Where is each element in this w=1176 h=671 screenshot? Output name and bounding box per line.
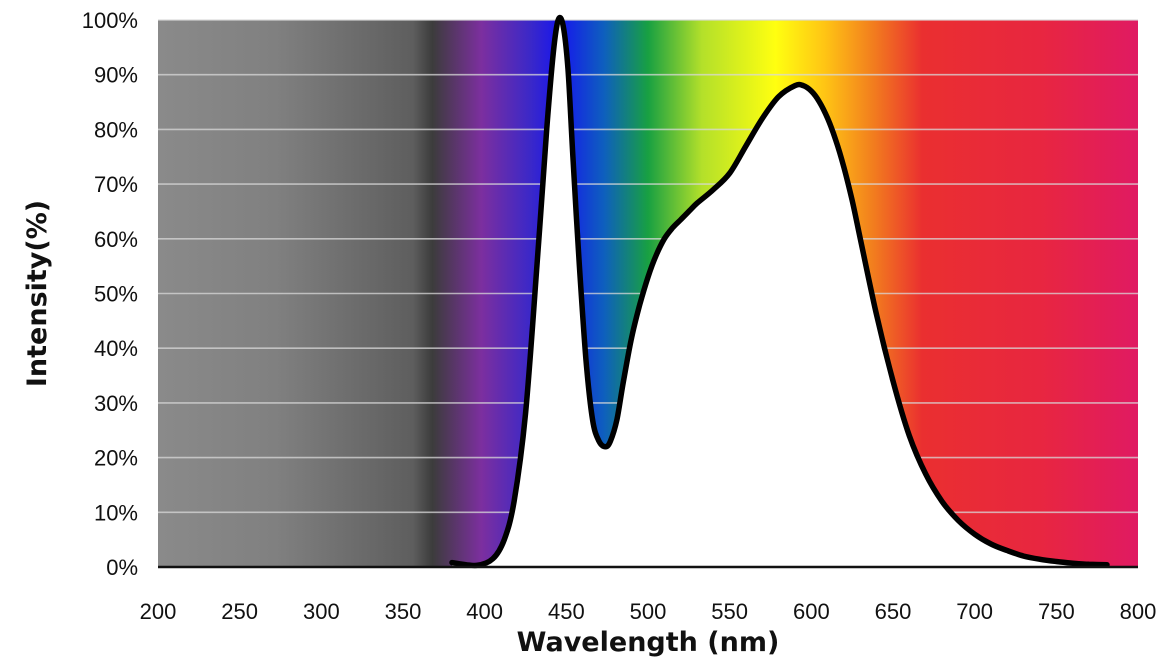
x-tick-labels: 200 250 300 350 400 450 500 550 600 650 700 750 800 xyxy=(140,599,1157,624)
y-tick-label: 80% xyxy=(94,117,138,142)
y-tick-label: 20% xyxy=(94,446,138,471)
x-axis-title: Wavelength (nm) xyxy=(517,627,780,658)
x-tick-label: 700 xyxy=(956,599,993,624)
y-tick-labels: 0% 10% 20% 30% 40% 50% 60% 70% 80% 90% 100% xyxy=(82,8,138,580)
y-tick-label: 40% xyxy=(94,336,138,361)
y-tick-label: 70% xyxy=(94,172,138,197)
y-tick-label: 100% xyxy=(82,8,138,33)
x-tick-label: 250 xyxy=(221,599,258,624)
y-tick-label: 60% xyxy=(94,227,138,252)
x-tick-label: 800 xyxy=(1120,599,1157,624)
x-tick-label: 350 xyxy=(385,599,422,624)
y-axis-title: Intensity(%) xyxy=(22,200,53,387)
y-tick-label: 50% xyxy=(94,282,138,307)
y-tick-label: 90% xyxy=(94,63,138,88)
x-tick-label: 450 xyxy=(548,599,585,624)
x-tick-label: 750 xyxy=(1038,599,1075,624)
spectrum-line xyxy=(449,14,1110,569)
y-tick-label: 10% xyxy=(94,500,138,525)
x-tick-label: 200 xyxy=(140,599,177,624)
y-tick-label: 30% xyxy=(94,391,138,416)
x-tick-label: 400 xyxy=(466,599,503,624)
x-tick-label: 300 xyxy=(303,599,340,624)
x-tick-label: 500 xyxy=(630,599,667,624)
x-tick-label: 600 xyxy=(793,599,830,624)
x-tick-label: 550 xyxy=(711,599,748,624)
x-tick-label: 650 xyxy=(875,599,912,624)
y-tick-label: 0% xyxy=(106,555,138,580)
